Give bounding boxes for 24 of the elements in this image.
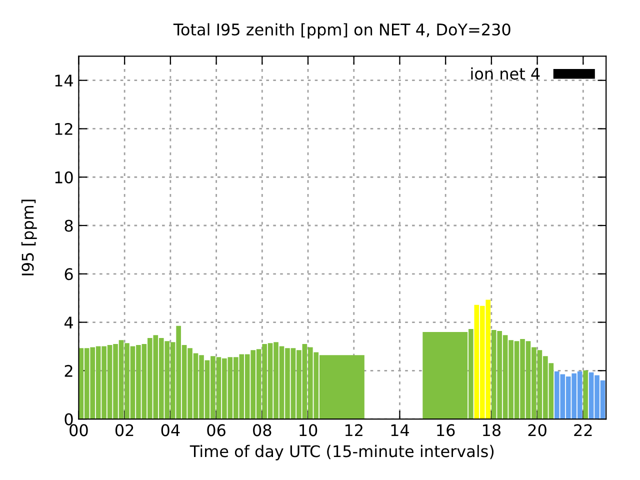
x-tick-label: 02: [115, 424, 134, 436]
x-tick-label: 18: [483, 424, 501, 436]
x-tick-label: 20: [528, 424, 546, 436]
x-tick-label: 14: [391, 424, 409, 436]
x-tick-label: 22: [574, 424, 592, 436]
x-tick-label: 12: [345, 424, 362, 436]
y-tick-label: 6: [64, 268, 73, 280]
y-tick-label: 10: [55, 171, 73, 184]
y-tick-label: 12: [55, 122, 72, 135]
y-tick-label: 2: [64, 364, 72, 377]
y-tick-label: 14: [55, 74, 73, 86]
chart-title: Total I95 zenith [ppm] on NET 4, DoY=230: [173, 23, 510, 39]
y-tick-label: 4: [64, 316, 73, 328]
x-tick-label: 00: [70, 424, 88, 436]
y-tick-label: 8: [64, 220, 73, 232]
y-axis-title: I95 [ppm]: [21, 200, 37, 276]
text: ion net 4: [471, 67, 540, 80]
x-tick-label: 16: [437, 424, 455, 436]
x-axis-title: Time of day UTC (15-minute intervals): [190, 444, 494, 460]
y-tick-label: 0: [64, 413, 73, 426]
x-tick-label: 08: [253, 424, 272, 436]
x-tick-label: 04: [161, 424, 180, 436]
x-tick-label: 06: [207, 424, 226, 436]
x-tick-label: 10: [300, 424, 318, 436]
